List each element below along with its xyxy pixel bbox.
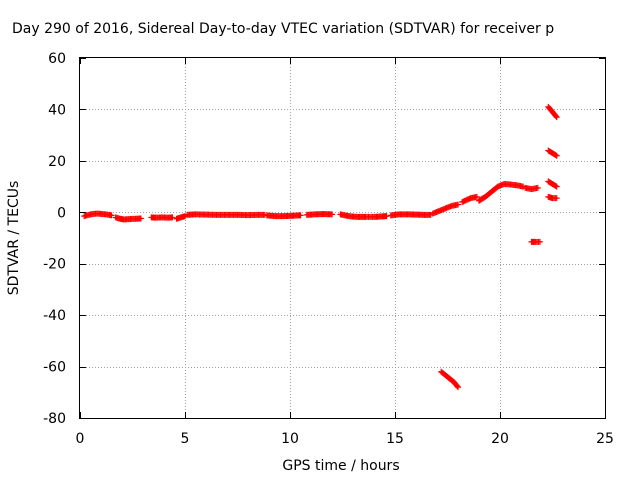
x-tick-label: 20 xyxy=(491,431,509,447)
data-layer xyxy=(81,103,560,391)
data-point xyxy=(297,212,304,219)
data-point xyxy=(534,184,541,191)
data-point xyxy=(329,211,335,218)
tick-layer: 0 5 10 15 20 25 -80 -60 -40 -20 0 20 40 60 xyxy=(43,51,614,447)
data-segment xyxy=(438,368,461,391)
data-point xyxy=(553,195,560,202)
data-segment xyxy=(545,103,560,121)
data-point xyxy=(137,215,144,222)
y-tick-label: 60 xyxy=(48,51,66,67)
y-tick-label: -20 xyxy=(43,257,66,273)
data-segment xyxy=(459,193,480,205)
chart-title: Day 290 of 2016, Sidereal Day-to-day VTE… xyxy=(12,21,554,37)
data-point xyxy=(108,212,115,219)
data-point xyxy=(455,384,461,391)
y-tick-label: 0 xyxy=(57,205,66,221)
data-segment xyxy=(184,211,268,219)
data-point xyxy=(536,238,543,245)
data-point xyxy=(552,182,559,189)
data-segment xyxy=(528,238,543,245)
x-tick-label: 0 xyxy=(76,431,85,447)
data-point xyxy=(169,214,176,221)
x-tick-label: 10 xyxy=(281,431,299,447)
y-tick-label: -60 xyxy=(43,360,66,376)
grid-layer xyxy=(80,58,605,418)
data-point xyxy=(552,113,559,120)
data-segment xyxy=(112,214,144,223)
data-point xyxy=(552,152,559,159)
data-segment xyxy=(545,147,560,159)
y-tick-label: -80 xyxy=(43,411,66,427)
data-point xyxy=(553,183,560,190)
data-point xyxy=(473,193,480,200)
data-segment xyxy=(337,211,390,220)
data-segment xyxy=(545,193,560,202)
data-segment xyxy=(148,214,176,221)
y-tick-label: 40 xyxy=(48,102,66,118)
data-point xyxy=(553,114,560,121)
data-segment xyxy=(387,211,434,219)
y-axis-label: SDTVAR / TECUs xyxy=(6,181,22,296)
data-segment xyxy=(303,211,335,218)
y-tick-label: -40 xyxy=(43,308,66,324)
x-tick-label: 5 xyxy=(181,431,190,447)
x-axis-label: GPS time / hours xyxy=(282,458,399,474)
data-point xyxy=(454,383,461,390)
data-segment xyxy=(263,212,304,220)
plot-frame xyxy=(79,57,606,419)
data-segment xyxy=(476,181,527,204)
x-tick-label: 15 xyxy=(386,431,404,447)
data-segment xyxy=(81,210,115,220)
data-segment xyxy=(173,213,188,222)
y-tick-label: 20 xyxy=(48,154,66,170)
data-segment xyxy=(429,201,461,217)
data-point xyxy=(455,201,461,208)
data-point xyxy=(553,152,560,159)
x-tick-label: 25 xyxy=(596,431,614,447)
data-segment xyxy=(545,178,560,190)
data-segment xyxy=(522,184,541,193)
data-point xyxy=(383,213,390,220)
